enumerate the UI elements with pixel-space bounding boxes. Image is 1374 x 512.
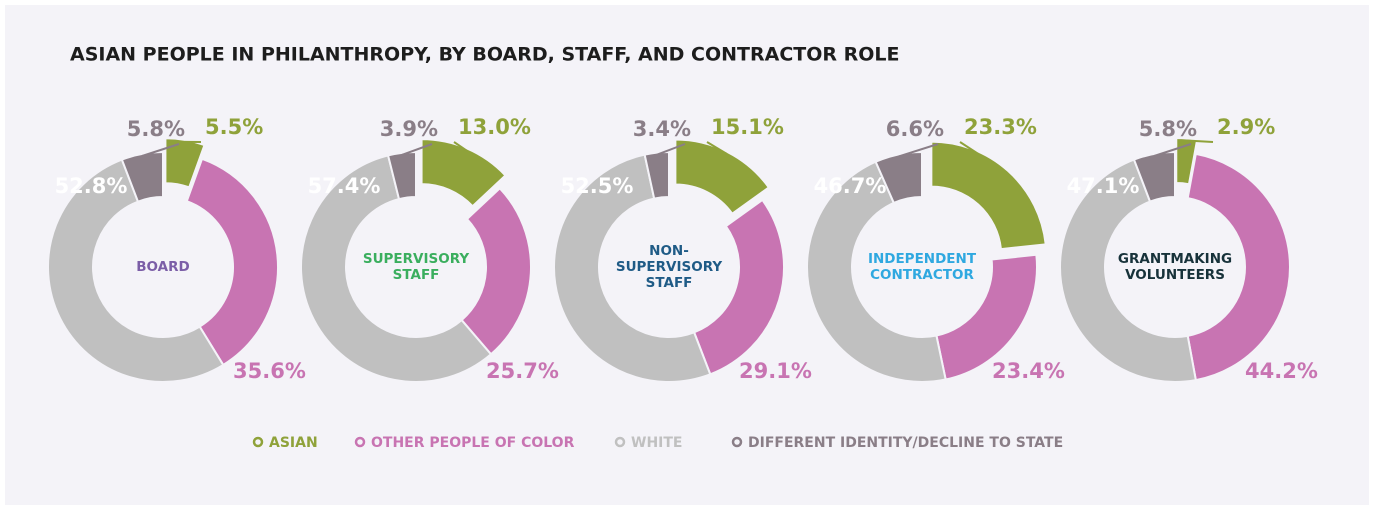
donut-slice bbox=[185, 157, 279, 367]
donut-slice bbox=[692, 198, 785, 376]
donut-slice bbox=[930, 140, 1047, 251]
center-label: VOLUNTEERS bbox=[1125, 267, 1225, 283]
center-label: STAFF bbox=[393, 267, 440, 283]
center-label: BOARD bbox=[136, 259, 189, 275]
value-label: 5.8% bbox=[1139, 117, 1197, 141]
value-label: 2.9% bbox=[1217, 115, 1275, 139]
value-label: 23.3% bbox=[964, 115, 1037, 139]
donut-slice bbox=[420, 138, 507, 208]
value-label: 25.7% bbox=[486, 359, 559, 383]
leader-line bbox=[453, 141, 467, 152]
value-label: 5.5% bbox=[205, 115, 263, 139]
legend-marker bbox=[614, 436, 626, 448]
donut-slice bbox=[874, 150, 923, 205]
legend-marker bbox=[354, 436, 366, 448]
value-label: 5.8% bbox=[127, 117, 185, 141]
value-label: 6.6% bbox=[886, 117, 944, 141]
donut-slice bbox=[805, 160, 947, 383]
leader-line bbox=[142, 143, 180, 157]
center-label: INDEPENDENT bbox=[868, 251, 977, 267]
legend-label: DIFFERENT IDENTITY/DECLINE TO STATE bbox=[748, 435, 1063, 451]
donut-slice bbox=[120, 150, 164, 203]
center-label: SUPERVISORY bbox=[616, 259, 723, 275]
value-label: 52.5% bbox=[561, 174, 634, 198]
chart-title: ASIAN PEOPLE IN PHILANTHROPY, BY BOARD, … bbox=[70, 44, 900, 66]
value-label: 57.4% bbox=[308, 174, 381, 198]
donut-slice bbox=[1058, 158, 1198, 383]
legend-label: ASIAN bbox=[269, 435, 318, 451]
value-label: 3.4% bbox=[633, 117, 691, 141]
leader-line bbox=[706, 141, 728, 155]
donut-slice bbox=[553, 153, 712, 383]
value-label: 46.7% bbox=[814, 174, 887, 198]
leader-line bbox=[898, 143, 939, 158]
legend-marker bbox=[731, 436, 743, 448]
value-label: 3.9% bbox=[380, 117, 438, 141]
leader-line bbox=[1186, 139, 1214, 143]
legend-marker bbox=[252, 436, 264, 448]
value-label: 44.2% bbox=[1245, 359, 1318, 383]
value-label: 35.6% bbox=[233, 359, 306, 383]
donut-slice bbox=[300, 154, 493, 383]
center-label: SUPERVISORY bbox=[363, 251, 470, 267]
leader-line bbox=[1154, 143, 1192, 157]
leader-line bbox=[959, 141, 1008, 174]
center-label: STAFF bbox=[646, 275, 693, 291]
donut-slice bbox=[386, 150, 417, 201]
donut-slice bbox=[643, 150, 670, 200]
donut-slice bbox=[164, 137, 206, 189]
donut-slice bbox=[1132, 150, 1176, 203]
center-label: GRANTMAKING bbox=[1118, 251, 1232, 267]
donut-slice bbox=[47, 158, 225, 383]
value-label: 23.4% bbox=[992, 359, 1065, 383]
value-label: 29.1% bbox=[739, 359, 812, 383]
value-label: 13.0% bbox=[458, 115, 531, 139]
leader-line bbox=[656, 143, 686, 156]
center-label: NON- bbox=[649, 243, 689, 259]
donut-slice bbox=[674, 138, 771, 216]
value-label: 15.1% bbox=[711, 115, 784, 139]
value-label: 47.1% bbox=[1067, 174, 1140, 198]
leader-line bbox=[401, 143, 433, 156]
legend-label: WHITE bbox=[631, 435, 682, 451]
center-label: CONTRACTOR bbox=[870, 267, 974, 283]
value-label: 52.8% bbox=[55, 174, 128, 198]
legend-label: OTHER PEOPLE OF COLOR bbox=[371, 435, 575, 451]
donut-slice bbox=[1186, 152, 1291, 382]
donut-slice bbox=[1175, 137, 1199, 186]
